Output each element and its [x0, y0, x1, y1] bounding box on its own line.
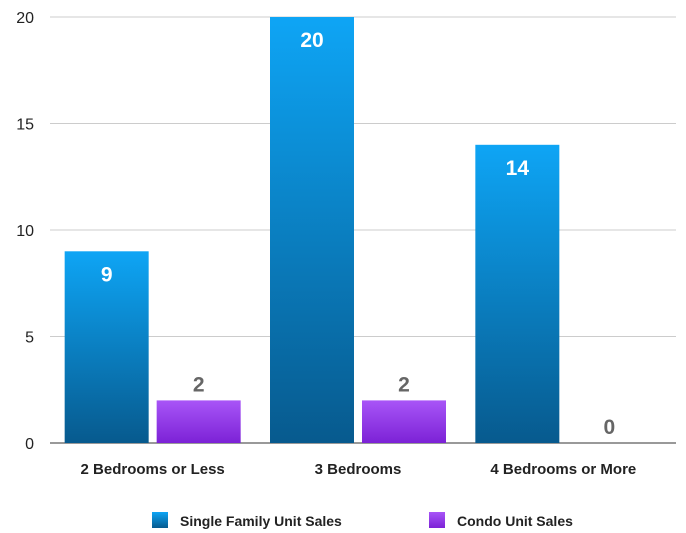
data-label: 0: [603, 416, 615, 439]
x-tick-label: 2 Bedrooms or Less: [81, 461, 225, 478]
data-label: 2: [398, 373, 410, 396]
legend-label-single-family[interactable]: Single Family Unit Sales: [180, 513, 342, 529]
x-axis-ticks: 2 Bedrooms or Less 3 Bedrooms 4 Bedrooms o…: [81, 461, 637, 478]
data-label: 20: [300, 29, 323, 52]
legend-swatch-single-family[interactable]: [152, 512, 168, 528]
y-tick-label: 0: [25, 436, 34, 453]
data-label: 9: [101, 263, 113, 286]
x-tick-label: 4 Bedrooms or More: [490, 461, 636, 478]
bar-condo-1: [362, 400, 446, 443]
bars: [64, 17, 560, 444]
y-tick-label: 10: [16, 223, 34, 240]
y-axis-ticks: 0 5 10 15 20: [16, 10, 34, 453]
legend-label-condo[interactable]: Condo Unit Sales: [457, 513, 573, 529]
data-label: 2: [193, 373, 205, 396]
gridlines: [50, 16, 676, 444]
y-tick-label: 5: [25, 330, 34, 347]
data-labels: 9 2 20 2 14 0: [101, 29, 615, 439]
bar-single-family-0: [64, 251, 149, 443]
legend[interactable]: Single Family Unit Sales Condo Unit Sales: [152, 512, 573, 529]
legend-swatch-condo[interactable]: [429, 512, 445, 528]
y-tick-label: 20: [16, 10, 34, 27]
y-tick-label: 15: [16, 117, 34, 134]
bar-condo-0: [156, 400, 241, 443]
bar-single-family-1: [270, 17, 354, 443]
bar-single-family-2: [475, 144, 560, 444]
data-label: 14: [506, 157, 530, 180]
x-tick-label: 3 Bedrooms: [315, 461, 402, 478]
